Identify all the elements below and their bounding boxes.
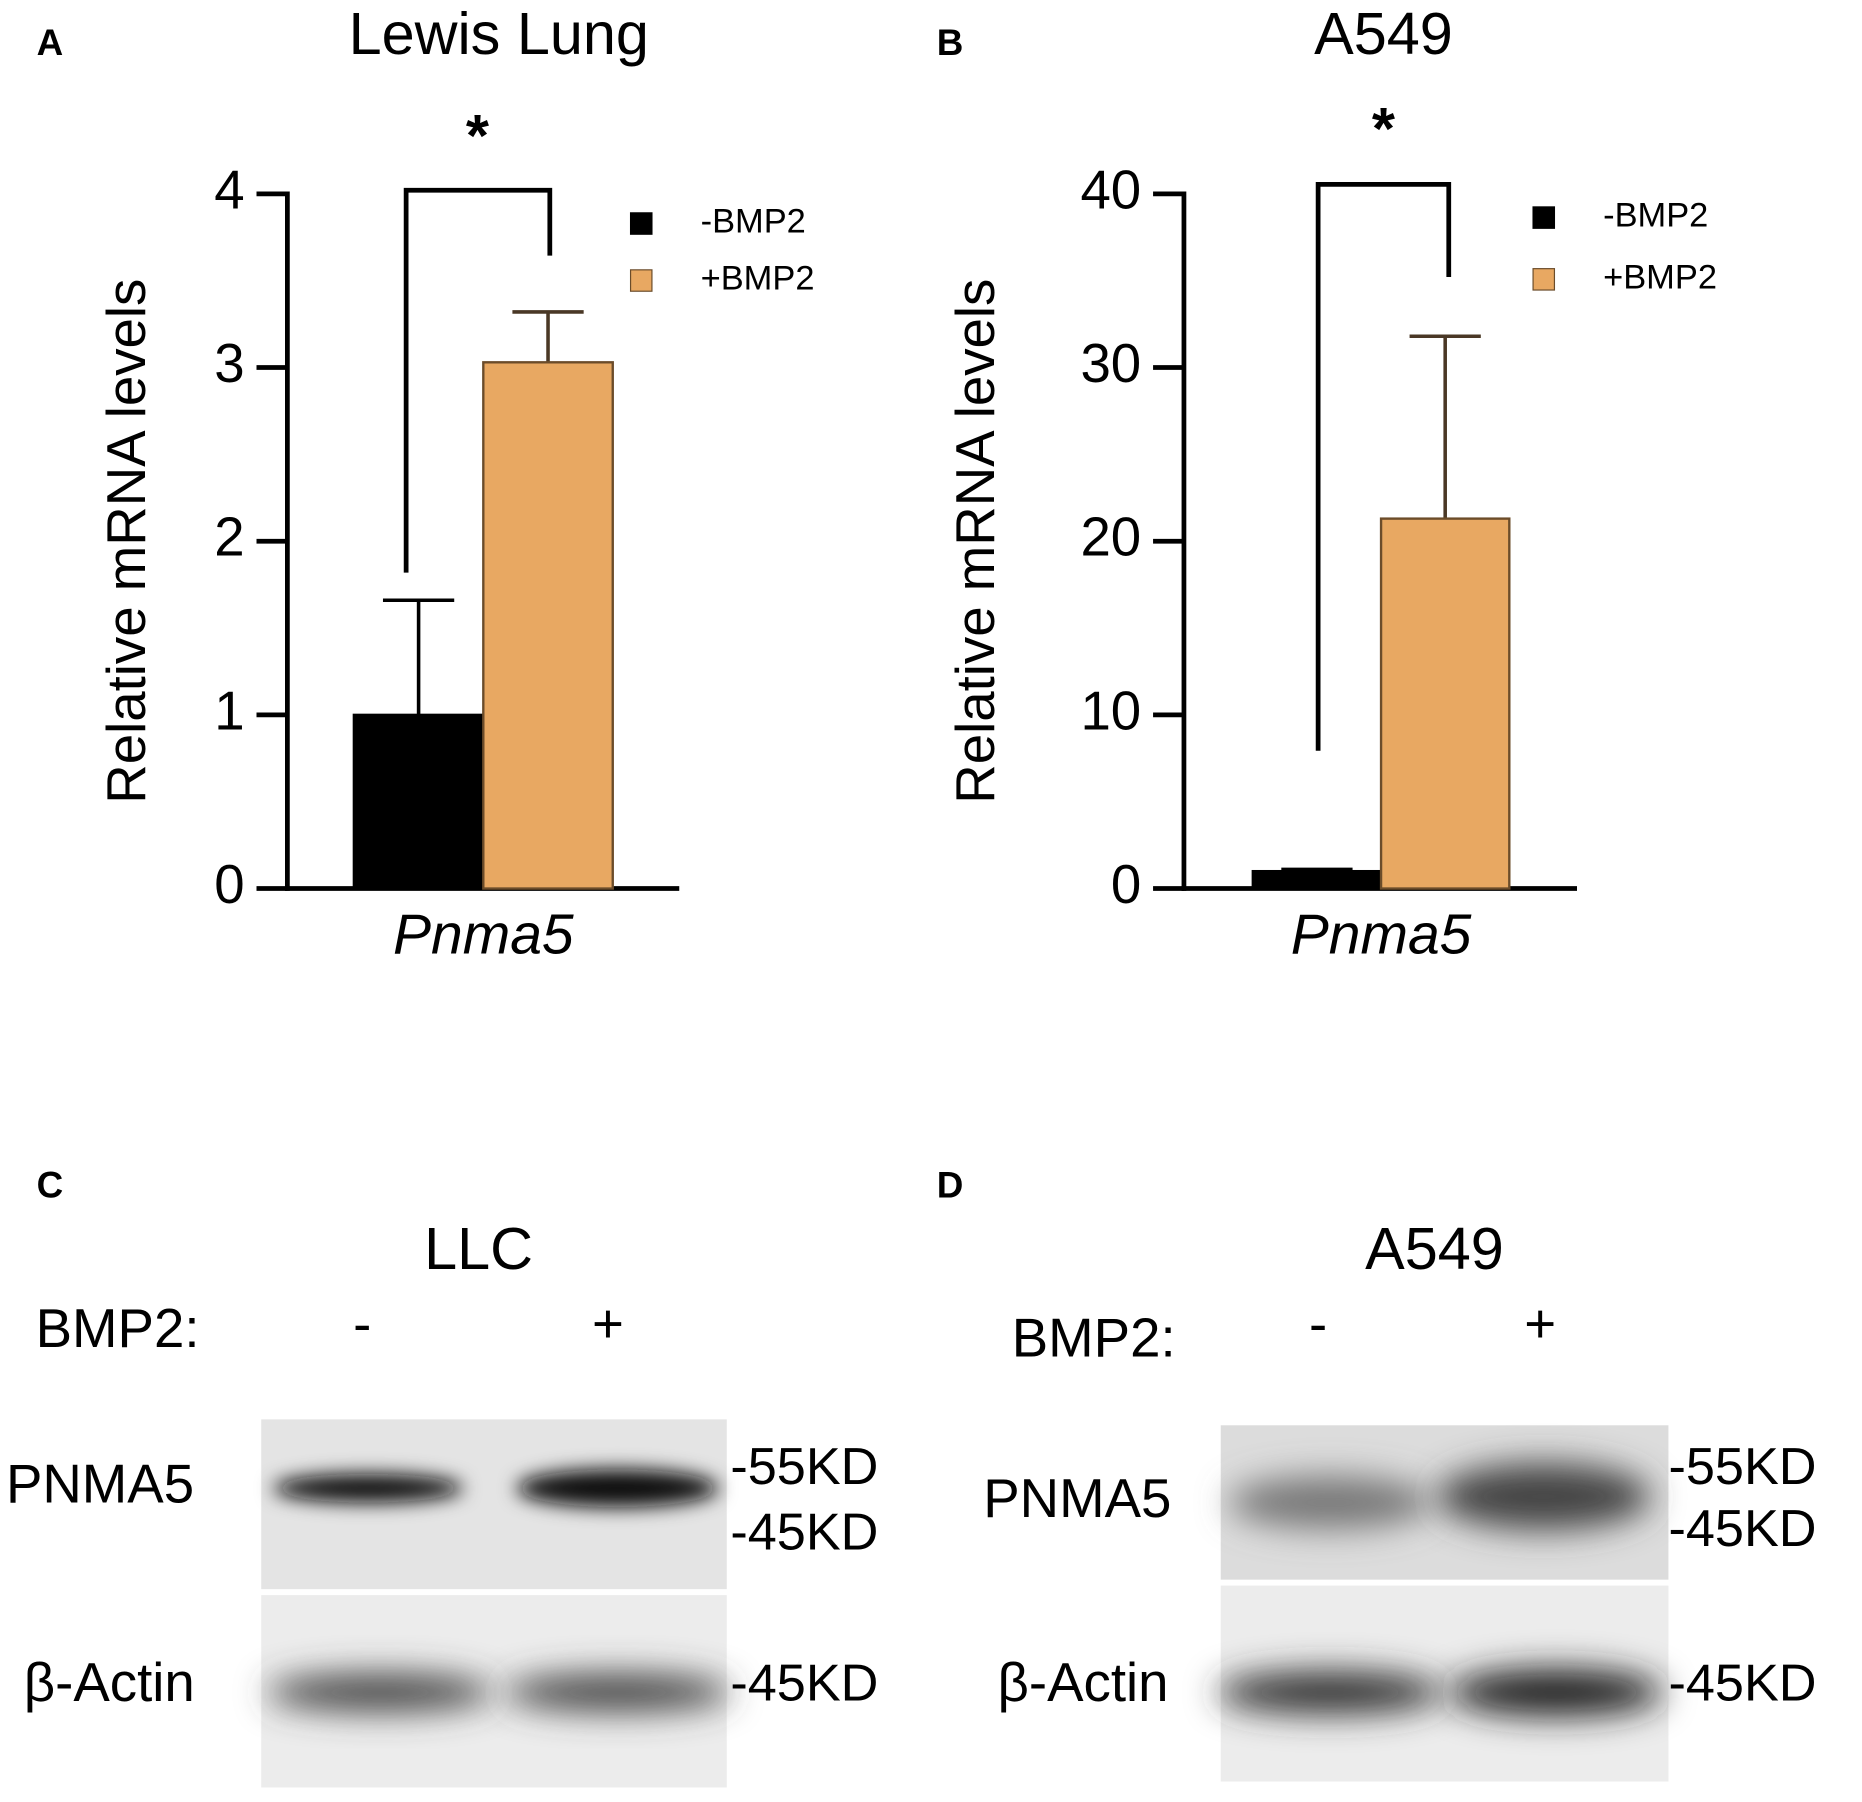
- bar-chart: B A549 Relative mRNA levels 0 10 20 30 40 Pnma5 -…: [937, 0, 1717, 966]
- row-label: PNMA5: [983, 1468, 1171, 1529]
- lane-label: +: [592, 1293, 624, 1354]
- panel-label: D: [937, 1165, 964, 1206]
- size-marker: -45KD: [730, 1504, 878, 1562]
- y-tick-label: 40: [1080, 159, 1141, 220]
- blot-panel-d: D A549 BMP2: - + PNMA5 β-Actin -55KD -45…: [937, 1165, 1817, 1782]
- panel-label: C: [37, 1165, 64, 1206]
- significance-bracket: [403, 187, 553, 573]
- row-label: β-Actin: [998, 1652, 1169, 1713]
- y-tick-label: 0: [214, 854, 244, 915]
- legend-label: +BMP2: [1603, 258, 1717, 296]
- size-marker: -55KD: [1668, 1438, 1816, 1496]
- lane-label: -: [1309, 1293, 1327, 1354]
- band: [1217, 1671, 1443, 1714]
- bar: [482, 361, 614, 890]
- x-tick-label: Pnma5: [393, 902, 574, 966]
- size-marker: -45KD: [1668, 1654, 1816, 1712]
- bar: [1379, 517, 1511, 890]
- y-axis-label: Relative mRNA levels: [96, 279, 157, 804]
- size-marker: -45KD: [1668, 1500, 1816, 1558]
- size-marker: -55KD: [730, 1438, 878, 1496]
- panel-label: B: [937, 22, 964, 63]
- significance-star: *: [466, 102, 490, 169]
- row-label: β-Actin: [24, 1652, 195, 1713]
- band: [273, 1473, 464, 1503]
- legend-swatch: [629, 269, 653, 292]
- band: [267, 1673, 493, 1712]
- band: [1229, 1476, 1431, 1529]
- legend-label: +BMP2: [701, 260, 815, 298]
- y-tick-label: 0: [1111, 854, 1141, 915]
- y-tick-label: 4: [214, 159, 244, 220]
- lane-label: +: [1524, 1293, 1556, 1354]
- significance-star: *: [1372, 95, 1396, 162]
- y-tick-label: 2: [214, 507, 244, 568]
- band: [1436, 1463, 1651, 1530]
- significance-bracket: [1315, 181, 1452, 751]
- band: [504, 1673, 731, 1712]
- bar: [352, 713, 485, 890]
- legend-swatch: [629, 212, 653, 235]
- treatment-label: BMP2:: [1012, 1308, 1176, 1369]
- blot-title: A549: [1365, 1215, 1504, 1282]
- legend-label: -BMP2: [1603, 197, 1708, 235]
- bar: [1251, 869, 1383, 890]
- y-axis-label: Relative mRNA levels: [945, 279, 1006, 804]
- band: [1448, 1668, 1663, 1717]
- bar-chart: A Lewis Lung Relative mRNA levels 0 1 2 3 4 Pnma…: [37, 0, 815, 966]
- legend-label: -BMP2: [701, 203, 806, 241]
- y-tick-label: 10: [1080, 680, 1141, 741]
- lane-label: -: [353, 1293, 371, 1354]
- blot-panel-c: C LLC BMP2: - + PNMA5 β-Actin -55KD -45K…: [6, 1165, 878, 1788]
- chart-title: A549: [1314, 0, 1453, 67]
- band: [516, 1469, 719, 1508]
- panel-label: A: [37, 22, 64, 63]
- y-tick-label: 3: [214, 333, 244, 394]
- y-tick-label: 1: [214, 680, 244, 741]
- row-label: PNMA5: [6, 1454, 194, 1515]
- chart-title: Lewis Lung: [349, 0, 649, 67]
- legend-swatch: [1532, 206, 1556, 229]
- y-tick-label: 30: [1080, 333, 1141, 394]
- y-tick-label: 20: [1080, 507, 1141, 568]
- x-tick-label: Pnma5: [1291, 902, 1472, 966]
- size-marker: -45KD: [730, 1654, 878, 1712]
- legend-swatch: [1532, 268, 1556, 291]
- blot-title: LLC: [424, 1215, 533, 1282]
- treatment-label: BMP2:: [36, 1298, 200, 1359]
